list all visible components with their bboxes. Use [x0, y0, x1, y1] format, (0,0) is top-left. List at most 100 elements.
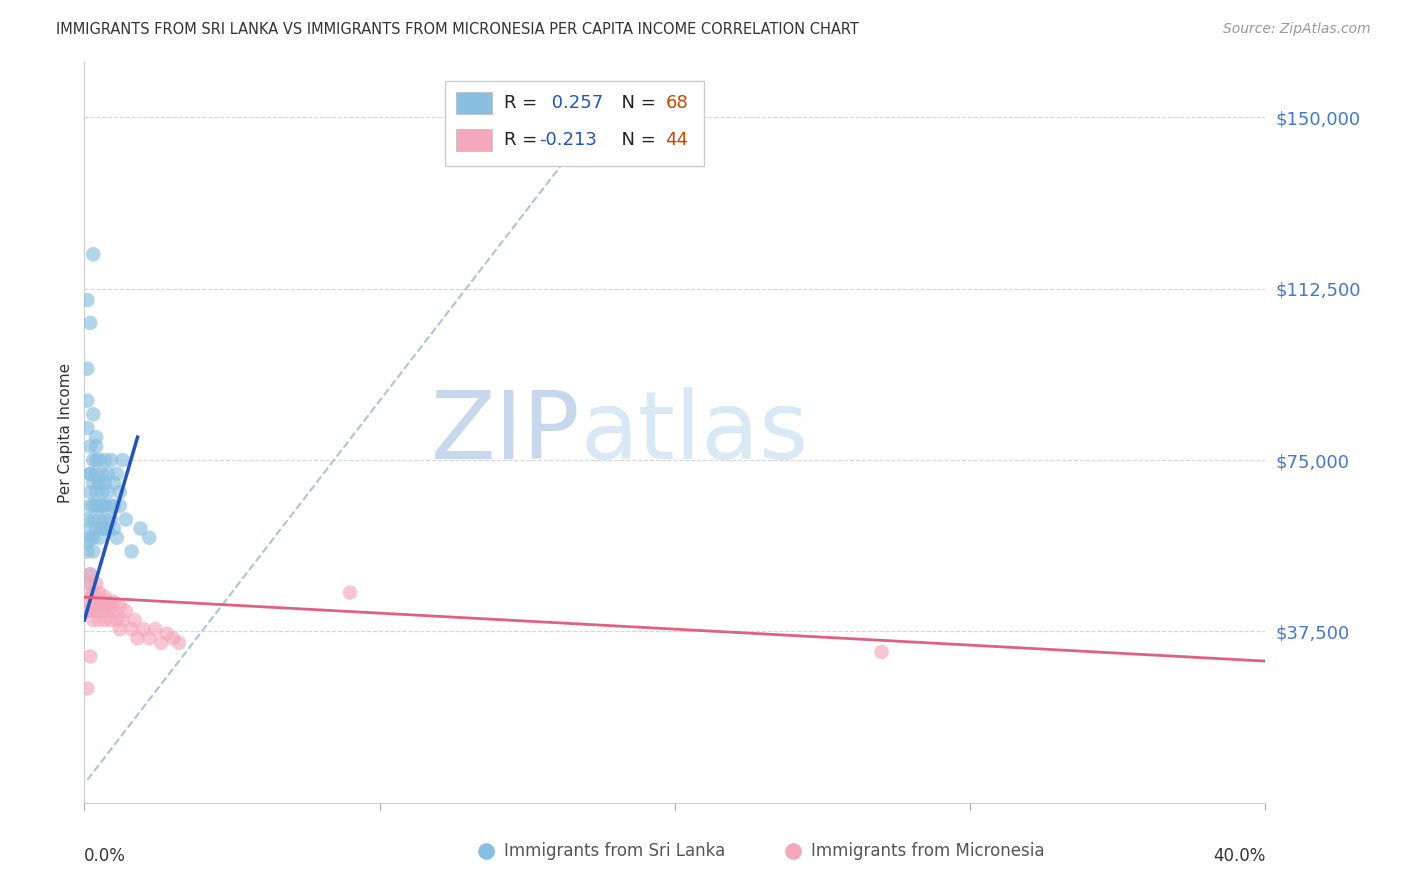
Point: [100, 512, 122, 526]
Point: [82, 475, 104, 490]
Point: [97, 595, 120, 609]
Point: [94, 522, 117, 536]
Point: [79, 485, 101, 500]
Point: [111, 453, 134, 467]
Point: [79, 467, 101, 481]
Point: [79, 522, 101, 536]
Point: [79, 499, 101, 513]
Point: [79, 439, 101, 453]
Point: [100, 599, 122, 614]
Point: [82, 613, 104, 627]
Point: [76, 512, 98, 526]
Point: [108, 499, 131, 513]
Text: atlas: atlas: [581, 386, 808, 479]
Point: [91, 467, 114, 481]
Point: [79, 576, 101, 591]
Point: [87, 599, 111, 614]
Point: [103, 595, 125, 609]
Point: [91, 499, 114, 513]
Text: 44: 44: [665, 131, 689, 149]
Point: [79, 590, 101, 604]
Point: [79, 567, 101, 582]
Point: [94, 475, 117, 490]
Point: [76, 361, 98, 376]
Point: [167, 636, 190, 650]
Point: [82, 544, 104, 558]
Point: [132, 622, 155, 636]
Point: [162, 632, 184, 646]
Text: N =: N =: [610, 131, 661, 149]
Point: [870, 645, 893, 659]
Point: [84, 467, 107, 481]
Point: [97, 467, 120, 481]
Point: [82, 585, 104, 599]
Point: [76, 595, 98, 609]
Point: [108, 485, 131, 500]
FancyBboxPatch shape: [457, 129, 492, 152]
Point: [76, 604, 98, 618]
Point: [97, 522, 120, 536]
Point: [103, 475, 125, 490]
Text: 0.257: 0.257: [546, 95, 603, 112]
Point: [103, 522, 125, 536]
Point: [97, 485, 120, 500]
Text: Source: ZipAtlas.com: Source: ZipAtlas.com: [1223, 22, 1371, 37]
Point: [127, 632, 149, 646]
Point: [87, 585, 111, 599]
Point: [156, 626, 179, 640]
Text: R =: R =: [503, 131, 543, 149]
Point: [87, 475, 111, 490]
Point: [76, 576, 98, 591]
Point: [82, 247, 104, 261]
Point: [82, 599, 104, 614]
Text: -0.213: -0.213: [538, 131, 598, 149]
Point: [114, 604, 136, 618]
Point: [94, 613, 117, 627]
Point: [87, 499, 111, 513]
Point: [79, 316, 101, 330]
Text: 40.0%: 40.0%: [1213, 847, 1265, 865]
Point: [76, 544, 98, 558]
Point: [94, 499, 117, 513]
Point: [84, 453, 107, 467]
Point: [84, 595, 107, 609]
Point: [91, 595, 114, 609]
Point: [91, 499, 114, 513]
Point: [84, 439, 107, 453]
Point: [79, 531, 101, 545]
Point: [105, 467, 128, 481]
Text: Immigrants from Micronesia: Immigrants from Micronesia: [811, 842, 1045, 860]
Point: [87, 453, 111, 467]
Text: R =: R =: [503, 95, 543, 112]
Point: [82, 453, 104, 467]
Point: [87, 512, 111, 526]
Point: [79, 649, 101, 664]
Point: [108, 599, 131, 614]
Point: [84, 499, 107, 513]
Point: [84, 485, 107, 500]
Point: [103, 499, 125, 513]
Point: [79, 567, 101, 582]
FancyBboxPatch shape: [457, 92, 492, 114]
Point: [94, 599, 117, 614]
Text: 68: 68: [665, 95, 688, 112]
Point: [108, 622, 131, 636]
Point: [121, 622, 143, 636]
Text: N =: N =: [610, 95, 661, 112]
Point: [339, 585, 361, 599]
Point: [91, 522, 114, 536]
Point: [105, 613, 128, 627]
FancyBboxPatch shape: [444, 81, 704, 166]
Point: [76, 681, 98, 696]
Point: [129, 522, 152, 536]
Point: [82, 499, 104, 513]
Point: [82, 512, 104, 526]
Point: [138, 632, 160, 646]
Point: [84, 522, 107, 536]
Point: [76, 293, 98, 307]
Point: [76, 421, 98, 435]
Point: [76, 393, 98, 408]
Point: [111, 613, 134, 627]
Point: [82, 408, 104, 422]
Point: [114, 512, 136, 526]
